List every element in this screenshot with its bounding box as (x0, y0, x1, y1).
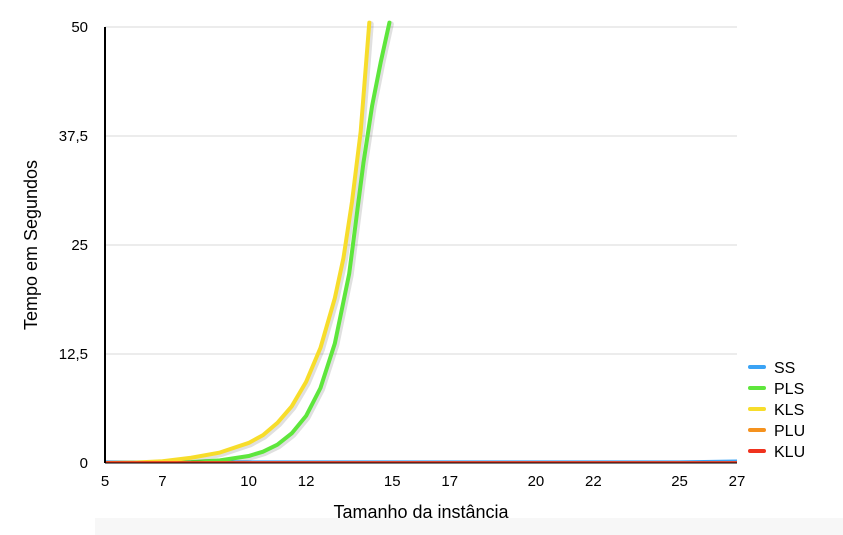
y-tick-label: 12,5 (59, 346, 88, 363)
y-tick-label: 50 (71, 19, 88, 36)
x-axis-title: Tamanho da instância (333, 502, 509, 522)
legend-label-ss: SS (774, 360, 795, 377)
legend-label-klu: KLU (774, 444, 805, 461)
legend: SS PLS KLS PLU KLU (748, 360, 805, 461)
x-tick-label: 20 (528, 473, 545, 490)
x-axis-ticks: 5 7 10 12 15 17 20 22 25 27 (101, 473, 746, 490)
x-tick-label: 22 (585, 473, 602, 490)
x-tick-label: 12 (298, 473, 315, 490)
footer-strip (95, 518, 843, 535)
y-tick-label: 37,5 (59, 128, 88, 145)
x-tick-label: 27 (729, 473, 746, 490)
x-tick-label: 5 (101, 473, 109, 490)
series-shadow (105, 21, 374, 463)
series-line-kls (105, 20, 372, 463)
y-axis-ticks: 0 12,5 25 37,5 50 (59, 19, 88, 472)
y-axis-title: Tempo em Segundos (21, 160, 41, 330)
x-tick-label: 15 (384, 473, 401, 490)
gridlines (105, 26, 737, 355)
x-tick-label: 25 (671, 473, 688, 490)
legend-label-kls: KLS (774, 402, 804, 419)
x-tick-label: 17 (441, 473, 458, 490)
y-tick-label: 0 (80, 455, 88, 472)
y-tick-label: 25 (71, 237, 88, 254)
x-tick-label: 10 (240, 473, 257, 490)
x-tick-label: 7 (158, 473, 166, 490)
legend-label-pls: PLS (774, 381, 804, 398)
series-group (105, 20, 737, 463)
legend-label-plu: PLU (774, 423, 805, 440)
